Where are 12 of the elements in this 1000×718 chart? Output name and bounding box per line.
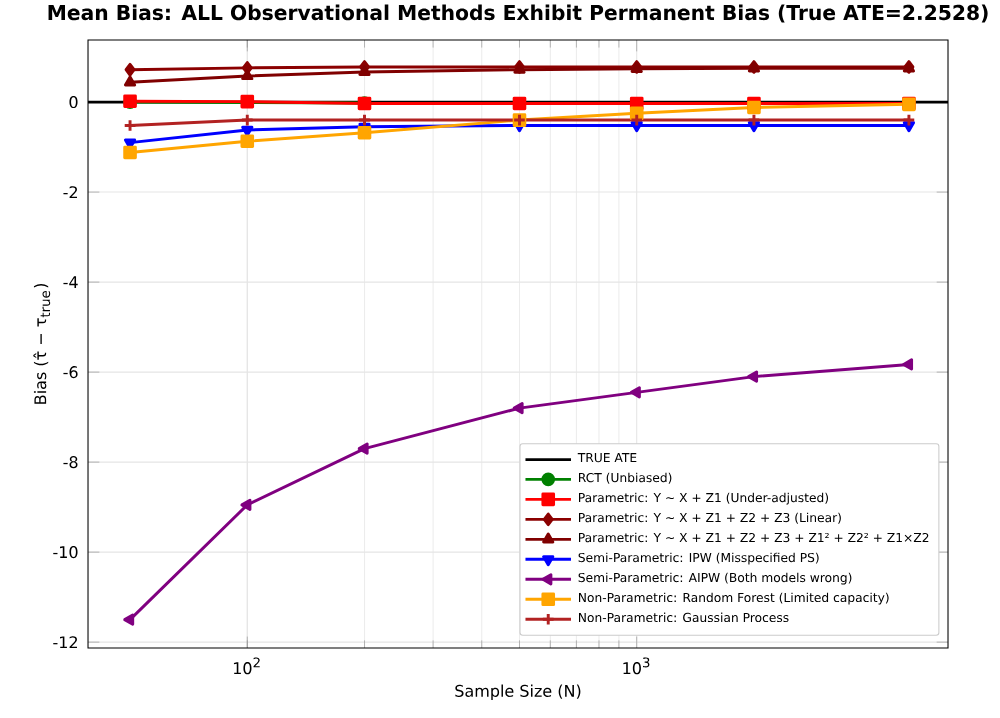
x-tick-label: 10$^{3}$ (623, 657, 650, 675)
y-axis-title: Bias (τ̂ − τ$_{true}$) (33, 283, 51, 404)
x-axis-title: Sample Size (N) (455, 684, 581, 701)
y-tick-label: -2 (63, 186, 77, 199)
y-tick-label: -10 (53, 546, 78, 559)
y-tick-label: -12 (53, 636, 77, 649)
chart-title: Mean Bias: ALL Observational Methods Exhibit Permanent Bias (True ATE=2.2528) (48, 4, 988, 23)
y-tick-label: -6 (63, 366, 78, 379)
y-tick-label: -4 (63, 276, 78, 288)
y-tick-label: 0 (69, 96, 78, 109)
x-tick-label: 10$^{2}$ (233, 657, 260, 675)
y-tick-label: -8 (63, 456, 78, 469)
